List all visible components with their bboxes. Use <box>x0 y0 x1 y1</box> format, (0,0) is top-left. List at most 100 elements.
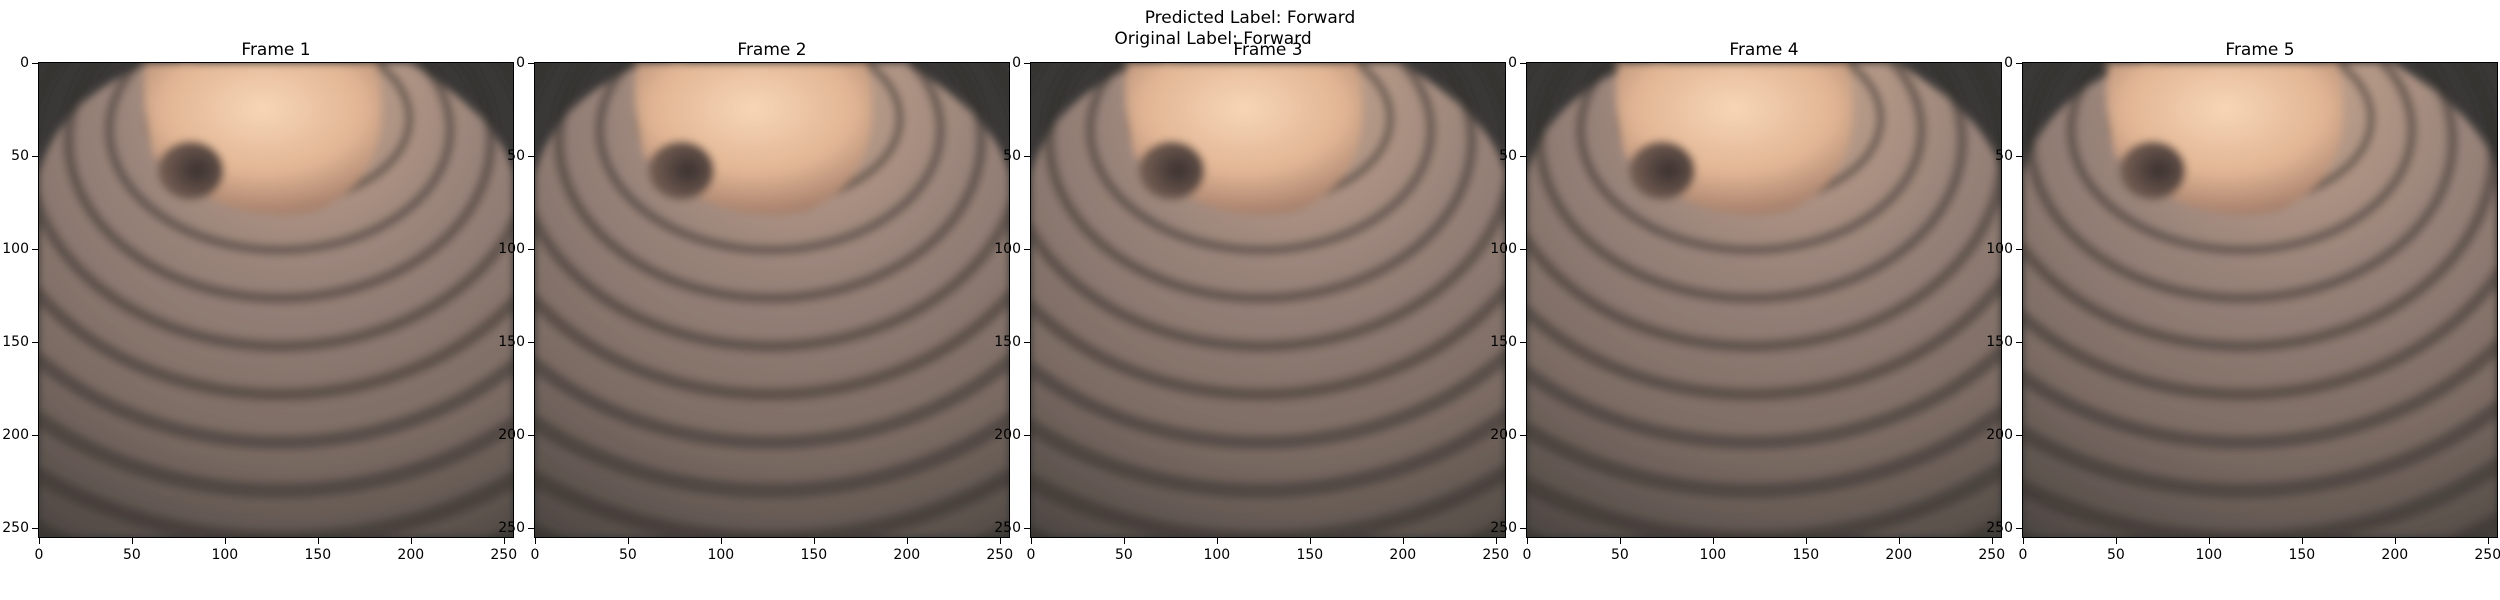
y-tick-mark <box>1024 341 1030 343</box>
x-tick-mark <box>503 538 505 544</box>
x-tick-label: 50 <box>1114 547 1133 563</box>
x-tick-mark <box>1216 538 1218 544</box>
y-tick-mark <box>2016 155 2022 157</box>
y-tick-mark <box>1520 527 1526 529</box>
x-tick-label: 100 <box>211 547 239 563</box>
y-tick-label: 100 <box>2 240 29 257</box>
x-tick-label: 0 <box>34 547 44 563</box>
y-tick-label: 200 <box>994 426 1021 443</box>
y-tick-mark <box>2016 62 2022 64</box>
x-tick-label: 100 <box>1699 547 1727 563</box>
y-tick-mark <box>32 155 38 157</box>
x-tick-label: 0 <box>1522 547 1532 563</box>
frame-panel-2: Frame 2 0 50 100 150 200 250 0 50 100 150 200 250 <box>496 40 1013 600</box>
y-tick-label: 50 <box>1995 147 2013 164</box>
endoscopy-frame-image <box>1030 62 1506 538</box>
x-tick-label: 200 <box>397 547 425 563</box>
x-tick-mark <box>224 538 226 544</box>
x-tick-label: 150 <box>800 547 828 563</box>
x-tick-mark <box>2487 538 2489 544</box>
x-tick-label: 100 <box>707 547 735 563</box>
frame-panel-1: Frame 1 0 50 100 150 200 250 0 50 100 150 200 250 <box>0 40 517 600</box>
y-tick-label: 50 <box>507 147 525 164</box>
x-tick-mark <box>1309 538 1311 544</box>
frame-title: Frame 4 <box>1729 40 1799 60</box>
y-tick-mark <box>528 248 534 250</box>
y-axis: 0 50 100 150 200 250 <box>496 55 534 538</box>
y-axis: 0 50 100 150 200 250 <box>0 55 38 538</box>
y-tick-mark <box>1520 62 1526 64</box>
y-tick-label: 200 <box>1986 426 2013 443</box>
y-tick-mark <box>32 434 38 436</box>
x-tick-mark <box>38 538 40 544</box>
y-tick-label: 200 <box>2 426 29 443</box>
y-tick-mark <box>1024 527 1030 529</box>
x-tick-mark <box>1619 538 1621 544</box>
x-tick-label: 150 <box>1296 547 1324 563</box>
frame-title: Frame 5 <box>2225 40 2295 60</box>
x-tick-label: 200 <box>893 547 921 563</box>
y-tick-mark <box>1024 62 1030 64</box>
x-tick-label: 50 <box>122 547 141 563</box>
y-tick-mark <box>2016 527 2022 529</box>
y-axis: 0 50 100 150 200 250 <box>992 55 1030 538</box>
x-tick-label: 0 <box>1026 547 1036 563</box>
y-tick-mark <box>1520 248 1526 250</box>
y-tick-mark <box>1520 341 1526 343</box>
x-tick-label: 50 <box>2106 547 2125 563</box>
x-tick-mark <box>906 538 908 544</box>
y-tick-label: 250 <box>1490 519 1517 536</box>
x-tick-mark <box>410 538 412 544</box>
y-tick-label: 250 <box>498 519 525 536</box>
y-tick-label: 50 <box>11 147 29 164</box>
frame-panel-5: Frame 5 0 50 100 150 200 250 0 50 100 150 200 250 <box>1984 40 2500 600</box>
y-tick-label: 150 <box>1986 333 2013 350</box>
endoscopy-frame-image <box>2022 62 2498 538</box>
x-tick-mark <box>720 538 722 544</box>
predicted-label: Predicted Label: Forward <box>1144 8 1356 28</box>
y-tick-mark <box>528 527 534 529</box>
x-tick-mark <box>1991 538 1993 544</box>
y-tick-mark <box>528 155 534 157</box>
figure-suptitle: Predicted Label: Forward Original Label:… <box>0 8 2500 50</box>
y-tick-mark <box>1520 434 1526 436</box>
x-tick-mark <box>1030 538 1032 544</box>
y-tick-label: 50 <box>1499 147 1517 164</box>
x-tick-mark <box>2022 538 2024 544</box>
y-tick-label: 250 <box>2 519 29 536</box>
x-tick-mark <box>131 538 133 544</box>
y-tick-label: 250 <box>994 519 1021 536</box>
x-tick-mark <box>999 538 1001 544</box>
x-tick-label: 50 <box>1610 547 1629 563</box>
y-tick-mark <box>2016 434 2022 436</box>
y-tick-label: 250 <box>1986 519 2013 536</box>
y-tick-mark <box>1024 248 1030 250</box>
x-tick-mark <box>813 538 815 544</box>
y-axis: 0 50 100 150 200 250 <box>1488 55 1526 538</box>
y-tick-label: 100 <box>1986 240 2013 257</box>
x-tick-mark <box>1805 538 1807 544</box>
y-tick-mark <box>2016 248 2022 250</box>
x-tick-label: 250 <box>1482 547 1510 563</box>
x-tick-label: 100 <box>2195 547 2223 563</box>
x-tick-mark <box>2301 538 2303 544</box>
x-tick-mark <box>2394 538 2396 544</box>
y-tick-mark <box>1024 155 1030 157</box>
x-tick-label: 250 <box>986 547 1014 563</box>
y-tick-label: 0 <box>20 54 29 71</box>
endoscopy-frame-image <box>534 62 1010 538</box>
x-tick-label: 200 <box>1389 547 1417 563</box>
x-tick-label: 200 <box>1885 547 1913 563</box>
x-tick-label: 150 <box>304 547 332 563</box>
y-tick-label: 150 <box>994 333 1021 350</box>
x-tick-mark <box>1898 538 1900 544</box>
x-tick-mark <box>317 538 319 544</box>
y-tick-mark <box>32 341 38 343</box>
x-tick-mark <box>2208 538 2210 544</box>
y-tick-mark <box>32 62 38 64</box>
y-tick-label: 200 <box>1490 426 1517 443</box>
y-tick-mark <box>2016 341 2022 343</box>
x-tick-label: 0 <box>2018 547 2028 563</box>
y-tick-label: 100 <box>1490 240 1517 257</box>
y-tick-mark <box>528 434 534 436</box>
